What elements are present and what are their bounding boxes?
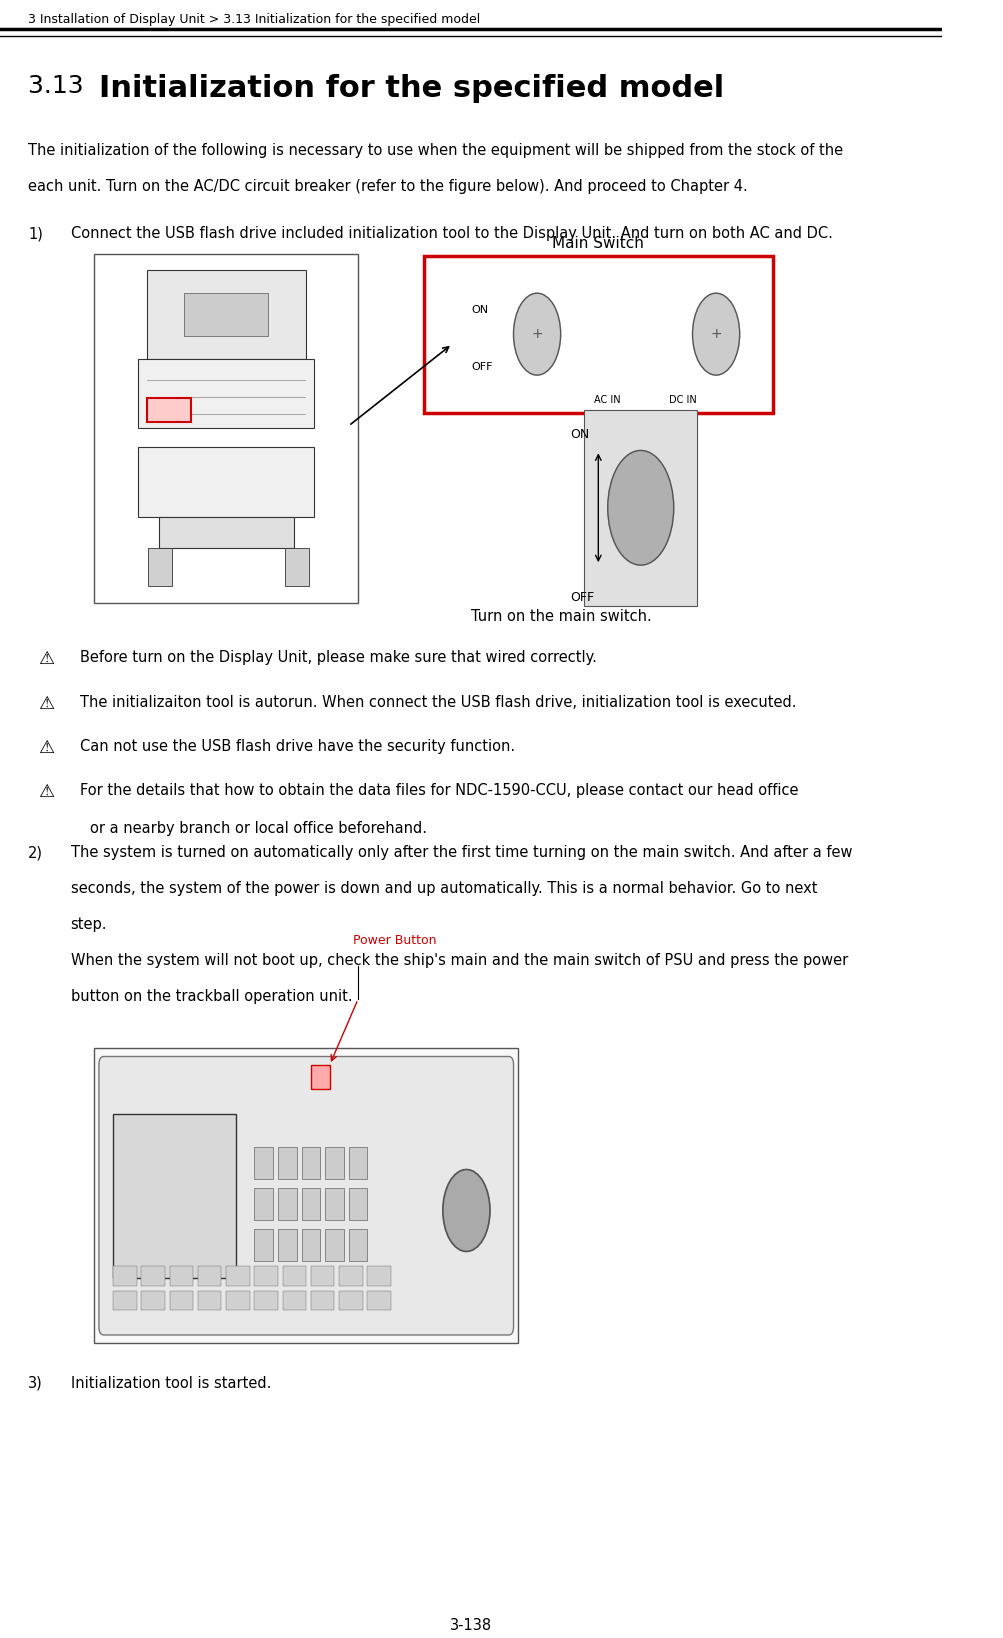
Text: 3.13: 3.13	[28, 74, 92, 98]
Bar	[278, 1147, 297, 1179]
Bar	[325, 1228, 344, 1261]
Bar	[367, 1266, 390, 1286]
Bar	[148, 549, 172, 586]
Text: OFF: OFF	[570, 591, 594, 604]
Bar	[348, 1188, 367, 1220]
Text: For the details that how to obtain the data files for NDC-1590-CCU, please conta: For the details that how to obtain the d…	[80, 783, 797, 798]
Text: The system is turned on automatically only after the first time turning on the m: The system is turned on automatically on…	[70, 845, 852, 860]
Bar	[158, 518, 293, 549]
Text: ON: ON	[570, 428, 589, 441]
Bar	[184, 293, 268, 336]
Circle shape	[692, 293, 739, 375]
Bar	[254, 1147, 273, 1179]
Bar	[283, 1266, 306, 1286]
Bar	[170, 1266, 193, 1286]
Bar	[348, 1147, 367, 1179]
Bar	[226, 1266, 250, 1286]
Text: each unit. Turn on the AC/DC circuit breaker (refer to the figure below). And pr: each unit. Turn on the AC/DC circuit bre…	[28, 179, 747, 193]
Text: +: +	[531, 328, 543, 341]
Text: 3): 3)	[28, 1376, 43, 1391]
FancyBboxPatch shape	[94, 254, 358, 603]
Text: Connect the USB flash drive included initialization tool to the Display Unit. An: Connect the USB flash drive included ini…	[70, 226, 831, 241]
Bar	[325, 1147, 344, 1179]
Bar	[301, 1147, 320, 1179]
Text: Initialization for the specified model: Initialization for the specified model	[99, 74, 723, 103]
Text: Power Button: Power Button	[353, 934, 436, 947]
Circle shape	[442, 1170, 489, 1251]
Text: Before turn on the Display Unit, please make sure that wired correctly.: Before turn on the Display Unit, please …	[80, 650, 597, 665]
Text: OFF: OFF	[470, 362, 492, 372]
FancyBboxPatch shape	[94, 1048, 518, 1343]
Bar	[141, 1266, 164, 1286]
Text: Can not use the USB flash drive have the security function.: Can not use the USB flash drive have the…	[80, 739, 515, 753]
Text: When the system will not boot up, check the ship's main and the main switch of P: When the system will not boot up, check …	[70, 953, 848, 968]
Text: Initialization tool is started.: Initialization tool is started.	[70, 1376, 271, 1391]
Bar	[311, 1291, 334, 1310]
Text: Main Switch: Main Switch	[552, 236, 644, 251]
Bar	[254, 1291, 278, 1310]
Bar	[113, 1266, 136, 1286]
Text: step.: step.	[70, 917, 107, 932]
Bar	[278, 1228, 297, 1261]
Bar	[348, 1228, 367, 1261]
Text: ⚠: ⚠	[38, 739, 54, 757]
Bar	[339, 1291, 362, 1310]
FancyBboxPatch shape	[423, 256, 772, 413]
Bar	[311, 1266, 334, 1286]
Text: AC IN: AC IN	[593, 395, 620, 405]
Text: ON: ON	[470, 305, 487, 314]
Text: ⚠: ⚠	[38, 783, 54, 801]
Bar	[311, 1065, 329, 1089]
Bar	[226, 1291, 250, 1310]
Text: +: +	[709, 328, 721, 341]
Bar	[141, 1291, 164, 1310]
Text: button on the trackball operation unit.: button on the trackball operation unit.	[70, 989, 352, 1004]
Text: The initialization of the following is necessary to use when the equipment will : The initialization of the following is n…	[28, 143, 843, 157]
Bar	[301, 1188, 320, 1220]
Bar	[254, 1266, 278, 1286]
FancyBboxPatch shape	[99, 1057, 513, 1335]
Bar	[198, 1291, 222, 1310]
Bar	[146, 270, 306, 359]
Text: seconds, the system of the power is down and up automatically. This is a normal : seconds, the system of the power is down…	[70, 881, 816, 896]
Bar	[584, 410, 696, 606]
Text: 1): 1)	[28, 226, 43, 241]
Bar	[198, 1266, 222, 1286]
Bar	[137, 359, 314, 428]
Text: ⚠: ⚠	[38, 695, 54, 713]
Bar	[339, 1266, 362, 1286]
Bar	[147, 398, 192, 423]
Bar	[254, 1188, 273, 1220]
Bar	[113, 1114, 236, 1278]
Text: ⚠: ⚠	[38, 650, 54, 668]
Bar	[301, 1228, 320, 1261]
Bar	[137, 447, 314, 518]
Circle shape	[607, 450, 673, 565]
Bar	[113, 1291, 136, 1310]
Text: DC IN: DC IN	[668, 395, 696, 405]
Bar	[254, 1228, 273, 1261]
Text: Turn on the main switch.: Turn on the main switch.	[470, 609, 651, 624]
Text: The initializaiton tool is autorun. When connect the USB flash drive, initializa: The initializaiton tool is autorun. When…	[80, 695, 795, 709]
Text: 3 Installation of Display Unit > 3.13 Initialization for the specified model: 3 Installation of Display Unit > 3.13 In…	[28, 13, 480, 26]
Circle shape	[513, 293, 560, 375]
Text: 3-138: 3-138	[449, 1618, 491, 1633]
Bar	[283, 1291, 306, 1310]
Bar	[325, 1188, 344, 1220]
Bar	[367, 1291, 390, 1310]
Bar	[278, 1188, 297, 1220]
Text: 2): 2)	[28, 845, 43, 860]
Bar	[170, 1291, 193, 1310]
Text: or a nearby branch or local office beforehand.: or a nearby branch or local office befor…	[89, 821, 426, 835]
Bar	[285, 549, 309, 586]
